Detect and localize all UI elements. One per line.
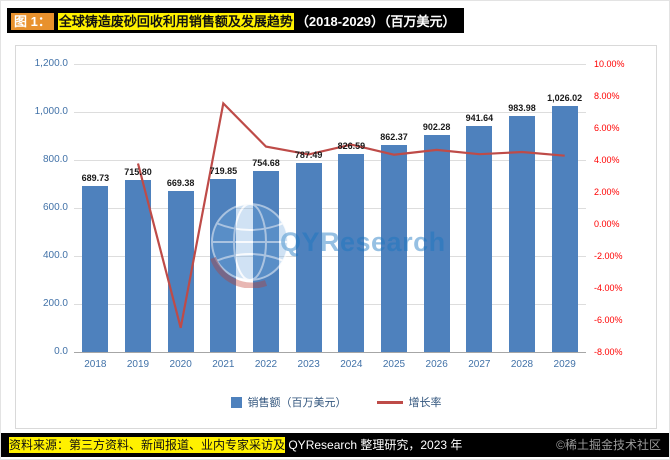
sales-bar bbox=[423, 135, 450, 352]
right-axis-label: -2.00% bbox=[594, 251, 623, 261]
sales-value-label: 983.98 bbox=[508, 102, 536, 113]
x-axis-label: 2026 bbox=[425, 359, 448, 370]
sales-bar bbox=[509, 115, 535, 352]
sales-value-label: 715.80 bbox=[124, 167, 152, 178]
right-axis-label: 6.00% bbox=[594, 123, 620, 133]
sales-value-label: 826.59 bbox=[337, 140, 366, 151]
x-axis-label: 2024 bbox=[340, 359, 363, 370]
right-axis-label: 0.00% bbox=[594, 219, 620, 229]
sales-value-label: 862.37 bbox=[380, 132, 408, 143]
grid-line bbox=[74, 352, 586, 353]
source-bar: ©稀土掘金技术社区 资料来源：第三方资料、新闻报道、业内专家采访及 QYRese… bbox=[1, 433, 669, 457]
legend-item-sales: 销售额（百万美元） bbox=[230, 394, 347, 410]
legend-line-label: 增长率 bbox=[408, 397, 442, 409]
right-axis-label: 2.00% bbox=[594, 187, 620, 197]
right-axis-label: -8.00% bbox=[594, 347, 623, 357]
x-axis-label: 2020 bbox=[169, 359, 192, 370]
right-axis-label: -6.00% bbox=[594, 315, 623, 325]
left-axis-label: 0.0 bbox=[54, 346, 68, 357]
legend-line-swatch bbox=[376, 400, 403, 404]
sales-bar bbox=[167, 191, 194, 352]
x-axis-label: 2029 bbox=[553, 359, 576, 370]
left-axis-label: 1,000.0 bbox=[34, 106, 68, 117]
sales-value-label: 1,026.02 bbox=[547, 92, 583, 103]
figure-title: 全球铸造废砂回收利用销售额及发展趋势 bbox=[57, 13, 294, 30]
left-axis-label: 400.0 bbox=[42, 250, 68, 261]
sales-bar bbox=[381, 145, 407, 352]
community-credit: ©稀土掘金技术社区 bbox=[556, 438, 661, 452]
legend-bar-label: 销售额（百万美元） bbox=[247, 397, 347, 409]
sales-value-label: 689.73 bbox=[81, 173, 110, 184]
right-axis-label: -4.00% bbox=[594, 283, 623, 293]
sales-bar bbox=[82, 186, 109, 352]
sales-bar bbox=[253, 170, 279, 352]
sales-bar bbox=[210, 179, 237, 352]
sales-value-label: 669.38 bbox=[166, 178, 195, 189]
x-axis-label: 2027 bbox=[468, 359, 491, 370]
right-axis-label: 8.00% bbox=[594, 91, 620, 101]
sales-value-label: 902.28 bbox=[422, 122, 451, 133]
x-axis-label: 2018 bbox=[84, 359, 107, 370]
left-axis-label: 600.0 bbox=[42, 202, 68, 213]
x-axis-label: 2028 bbox=[510, 359, 534, 370]
x-axis-label: 2022 bbox=[254, 359, 278, 370]
source-text: QYResearch 整理研究，2023 年 bbox=[285, 438, 463, 452]
x-axis-label: 2019 bbox=[126, 359, 150, 370]
sales-value-label: 941.64 bbox=[465, 113, 494, 123]
sales-bar bbox=[125, 180, 151, 352]
sales-value-label: 787.49 bbox=[294, 150, 323, 160]
legend-item-growth: 增长率 bbox=[376, 394, 442, 410]
x-axis-label: 2021 bbox=[212, 359, 235, 370]
x-axis-label: 2025 bbox=[382, 359, 406, 370]
chart-legend: 销售额（百万美元） 增长率 bbox=[16, 394, 656, 410]
x-axis-label: 2023 bbox=[297, 359, 320, 370]
sales-bar bbox=[466, 126, 493, 352]
figure-title-bar: 图 1： 全球铸造废砂回收利用销售额及发展趋势 （2018-2029）（百万美元） bbox=[7, 8, 464, 33]
sales-bar bbox=[551, 105, 578, 352]
right-axis-label: 4.00% bbox=[594, 155, 620, 165]
figure-number: 图 1： bbox=[11, 13, 54, 30]
grid-line bbox=[74, 64, 586, 65]
sales-bar bbox=[295, 163, 322, 352]
figure-title-suffix: （2018-2029）（百万美元） bbox=[295, 14, 456, 29]
chart-area: 1,200.0 1,000.0 800.0 600.0 400.0 200.0 0.0 10.… bbox=[15, 45, 657, 429]
chart-plot: 1,200.0 1,000.0 800.0 600.0 400.0 200.0 0.0 10.… bbox=[16, 46, 656, 428]
left-axis-label: 1,200.0 bbox=[34, 58, 68, 69]
source-text-highlighted: 资料来源：第三方资料、新闻报道、业内专家采访及 bbox=[9, 437, 286, 453]
left-axis-label: 800.0 bbox=[42, 154, 68, 165]
left-axis-label: 200.0 bbox=[42, 298, 68, 309]
sales-bar bbox=[338, 153, 365, 352]
legend-bar-swatch bbox=[230, 396, 242, 408]
right-axis-label: 10.00% bbox=[594, 59, 625, 69]
